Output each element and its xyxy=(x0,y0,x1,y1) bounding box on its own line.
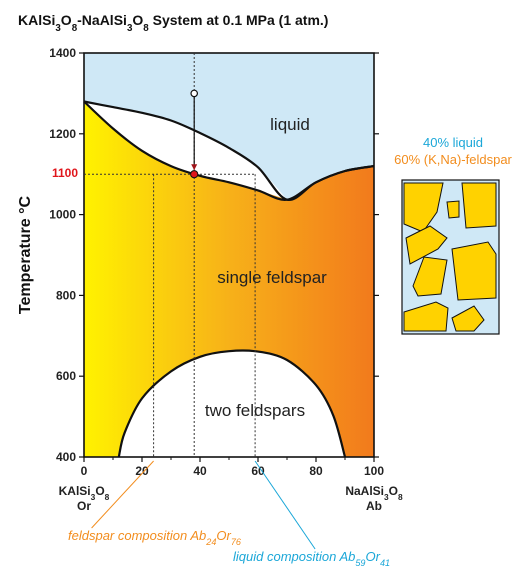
feldspar-proportion-label: 60% (K,Na)-feldspar xyxy=(394,152,512,167)
texture-inset xyxy=(401,179,500,335)
x-tick-label: 80 xyxy=(309,464,323,478)
two-feldspars-label: two feldspars xyxy=(205,401,305,420)
x-tick-label: 20 xyxy=(135,464,149,478)
feldspar-composition-pointer xyxy=(91,460,154,529)
liquid-composition-pointer xyxy=(254,460,316,550)
solvus-curve xyxy=(117,349,347,458)
single-feldspar-field xyxy=(84,101,374,457)
feldspar-crystal xyxy=(446,200,460,219)
x-tick-label: 60 xyxy=(251,464,265,478)
diagram-title: KAlSi3O8-NaAlSi3O8 System at 0.1 MPa (1 … xyxy=(18,12,328,34)
right-endmember-formula: NaAlSi3O8 xyxy=(345,484,403,502)
starting-melt-point xyxy=(190,89,199,98)
x-axis-ticks: 0 20 40 60 80 100 xyxy=(81,457,384,478)
bulk-composition-point xyxy=(190,170,199,179)
x-tick-label: 100 xyxy=(364,464,384,478)
construction-lines xyxy=(84,53,256,457)
liquid-plus-feldspar-field xyxy=(84,101,287,200)
temperature-1100-label: 1100 xyxy=(52,166,78,180)
feldspar-crystal xyxy=(405,225,448,265)
y-tick-label: 1400 xyxy=(49,46,76,60)
y-tick-label: 1000 xyxy=(49,208,76,222)
liquid-field-label: liquid xyxy=(270,115,310,134)
liquid-composition-note: liquid composition Ab59Or41 xyxy=(233,549,390,568)
feldspar-crystal xyxy=(451,305,485,332)
plot-area xyxy=(84,53,374,457)
right-endmember-abbrev: Ab xyxy=(366,499,382,513)
y-tick-label: 800 xyxy=(56,288,76,302)
y-tick-label: 600 xyxy=(56,369,76,383)
x-tick-label: 0 xyxy=(81,464,88,478)
feldspar-crystal xyxy=(412,256,448,297)
left-endmember-formula: KAlSi3O8 xyxy=(59,484,110,502)
y-axis-ticks: 400 600 800 1000 1200 1400 xyxy=(49,46,379,464)
feldspar-crystal xyxy=(461,182,497,229)
feldspar-crystal xyxy=(403,301,449,332)
left-endmember-abbrev: Or xyxy=(77,499,91,513)
feldspar-composition-note: feldspar composition Ab24Or76 xyxy=(68,528,242,547)
feldspar-crystal xyxy=(451,241,497,301)
two-feldspars-field xyxy=(118,350,345,457)
arrow-head-icon xyxy=(191,164,198,171)
single-feldspar-label: single feldspar xyxy=(217,268,327,287)
y-axis-label: Temperature °C xyxy=(17,195,34,314)
x-tick-label: 40 xyxy=(193,464,207,478)
solidus-curve xyxy=(83,100,375,201)
y-tick-label: 400 xyxy=(56,450,76,464)
liquid-proportion-label: 40% liquid xyxy=(423,135,483,150)
y-tick-label: 1200 xyxy=(49,127,76,141)
feldspar-crystal xyxy=(403,182,444,233)
